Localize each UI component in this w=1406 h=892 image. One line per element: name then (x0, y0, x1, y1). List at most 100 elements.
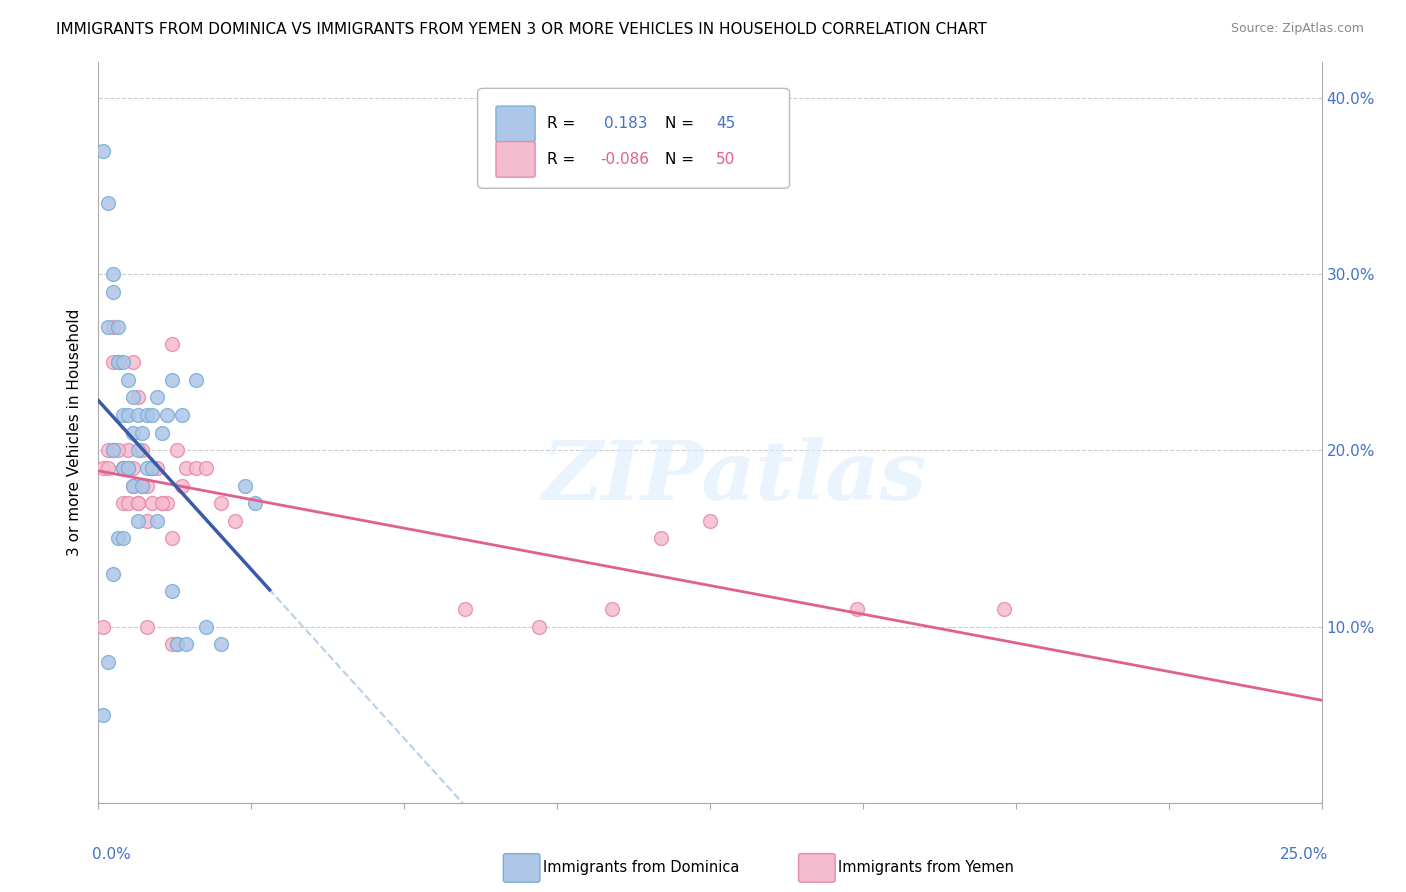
Point (117, 461, 139, 475)
Point (131, 478, 153, 492)
Point (146, 514, 169, 528)
Point (166, 443, 188, 458)
Point (111, 355, 134, 369)
Point (209, 637, 232, 651)
Point (454, 602, 477, 616)
Point (111, 532, 134, 546)
Text: N =: N = (665, 116, 699, 131)
Text: R =: R = (547, 152, 581, 167)
Point (136, 514, 159, 528)
Text: 25.0%: 25.0% (1279, 847, 1327, 863)
Point (111, 461, 134, 475)
Point (170, 478, 193, 492)
Point (233, 478, 256, 492)
Point (101, 443, 124, 458)
Point (111, 496, 134, 510)
Text: 45: 45 (716, 116, 735, 131)
Point (127, 443, 149, 458)
Point (209, 496, 232, 510)
Point (97, 196, 120, 211)
Point (156, 496, 179, 510)
Text: 0.0%: 0.0% (93, 847, 131, 863)
Point (101, 566, 124, 581)
Point (97, 319, 120, 334)
Text: R =: R = (547, 116, 581, 131)
Y-axis label: 3 or more Vehicles in Household: 3 or more Vehicles in Household (67, 309, 83, 557)
Point (600, 602, 623, 616)
Point (107, 443, 129, 458)
Point (160, 373, 183, 387)
FancyBboxPatch shape (496, 106, 536, 142)
Point (91, 619, 114, 633)
Point (107, 319, 129, 334)
Point (160, 584, 183, 599)
Text: N =: N = (665, 152, 699, 167)
Text: IMMIGRANTS FROM DOMINICA VS IMMIGRANTS FROM YEMEN 3 OR MORE VEHICLES IN HOUSEHOL: IMMIGRANTS FROM DOMINICA VS IMMIGRANTS F… (56, 22, 987, 37)
Point (97, 443, 120, 458)
Point (141, 496, 163, 510)
Point (131, 425, 153, 440)
Point (136, 408, 159, 422)
Point (993, 602, 1015, 616)
Point (107, 355, 129, 369)
Text: 50: 50 (716, 152, 735, 167)
Point (160, 337, 183, 351)
Point (111, 408, 134, 422)
Point (170, 408, 193, 422)
Point (101, 267, 124, 281)
Text: Source: ZipAtlas.com: Source: ZipAtlas.com (1230, 22, 1364, 36)
Point (243, 496, 266, 510)
Text: Immigrants from Dominica: Immigrants from Dominica (543, 861, 740, 875)
Point (117, 408, 139, 422)
Point (150, 496, 173, 510)
Point (121, 355, 143, 369)
Point (176, 637, 198, 651)
Point (845, 602, 868, 616)
Point (101, 285, 124, 299)
Point (117, 373, 139, 387)
Point (146, 461, 169, 475)
Point (127, 390, 149, 404)
Point (91, 144, 114, 158)
Point (186, 461, 208, 475)
Text: -0.086: -0.086 (600, 152, 650, 167)
Point (160, 532, 183, 546)
Text: Immigrants from Yemen: Immigrants from Yemen (838, 861, 1014, 875)
Point (141, 461, 163, 475)
Point (146, 390, 169, 404)
Point (127, 496, 149, 510)
Point (136, 619, 159, 633)
Point (156, 408, 179, 422)
Point (176, 461, 198, 475)
Point (101, 319, 124, 334)
FancyBboxPatch shape (496, 142, 536, 178)
Point (127, 514, 149, 528)
Point (141, 461, 163, 475)
Point (699, 514, 721, 528)
Text: ZIPatlas: ZIPatlas (541, 437, 927, 517)
Point (101, 443, 124, 458)
Point (121, 478, 143, 492)
Point (224, 514, 246, 528)
Point (136, 478, 159, 492)
Point (131, 443, 153, 458)
Point (650, 532, 672, 546)
Point (117, 461, 139, 475)
Point (111, 461, 134, 475)
Point (107, 355, 129, 369)
Point (107, 532, 129, 546)
Point (141, 408, 163, 422)
Point (166, 637, 188, 651)
Point (195, 461, 218, 475)
Point (160, 637, 183, 651)
Point (136, 461, 159, 475)
Point (101, 355, 124, 369)
Point (91, 707, 114, 722)
Point (195, 619, 218, 633)
FancyBboxPatch shape (478, 88, 790, 188)
Point (131, 478, 153, 492)
Point (150, 496, 173, 510)
Point (111, 461, 134, 475)
Point (121, 425, 143, 440)
Point (121, 478, 143, 492)
